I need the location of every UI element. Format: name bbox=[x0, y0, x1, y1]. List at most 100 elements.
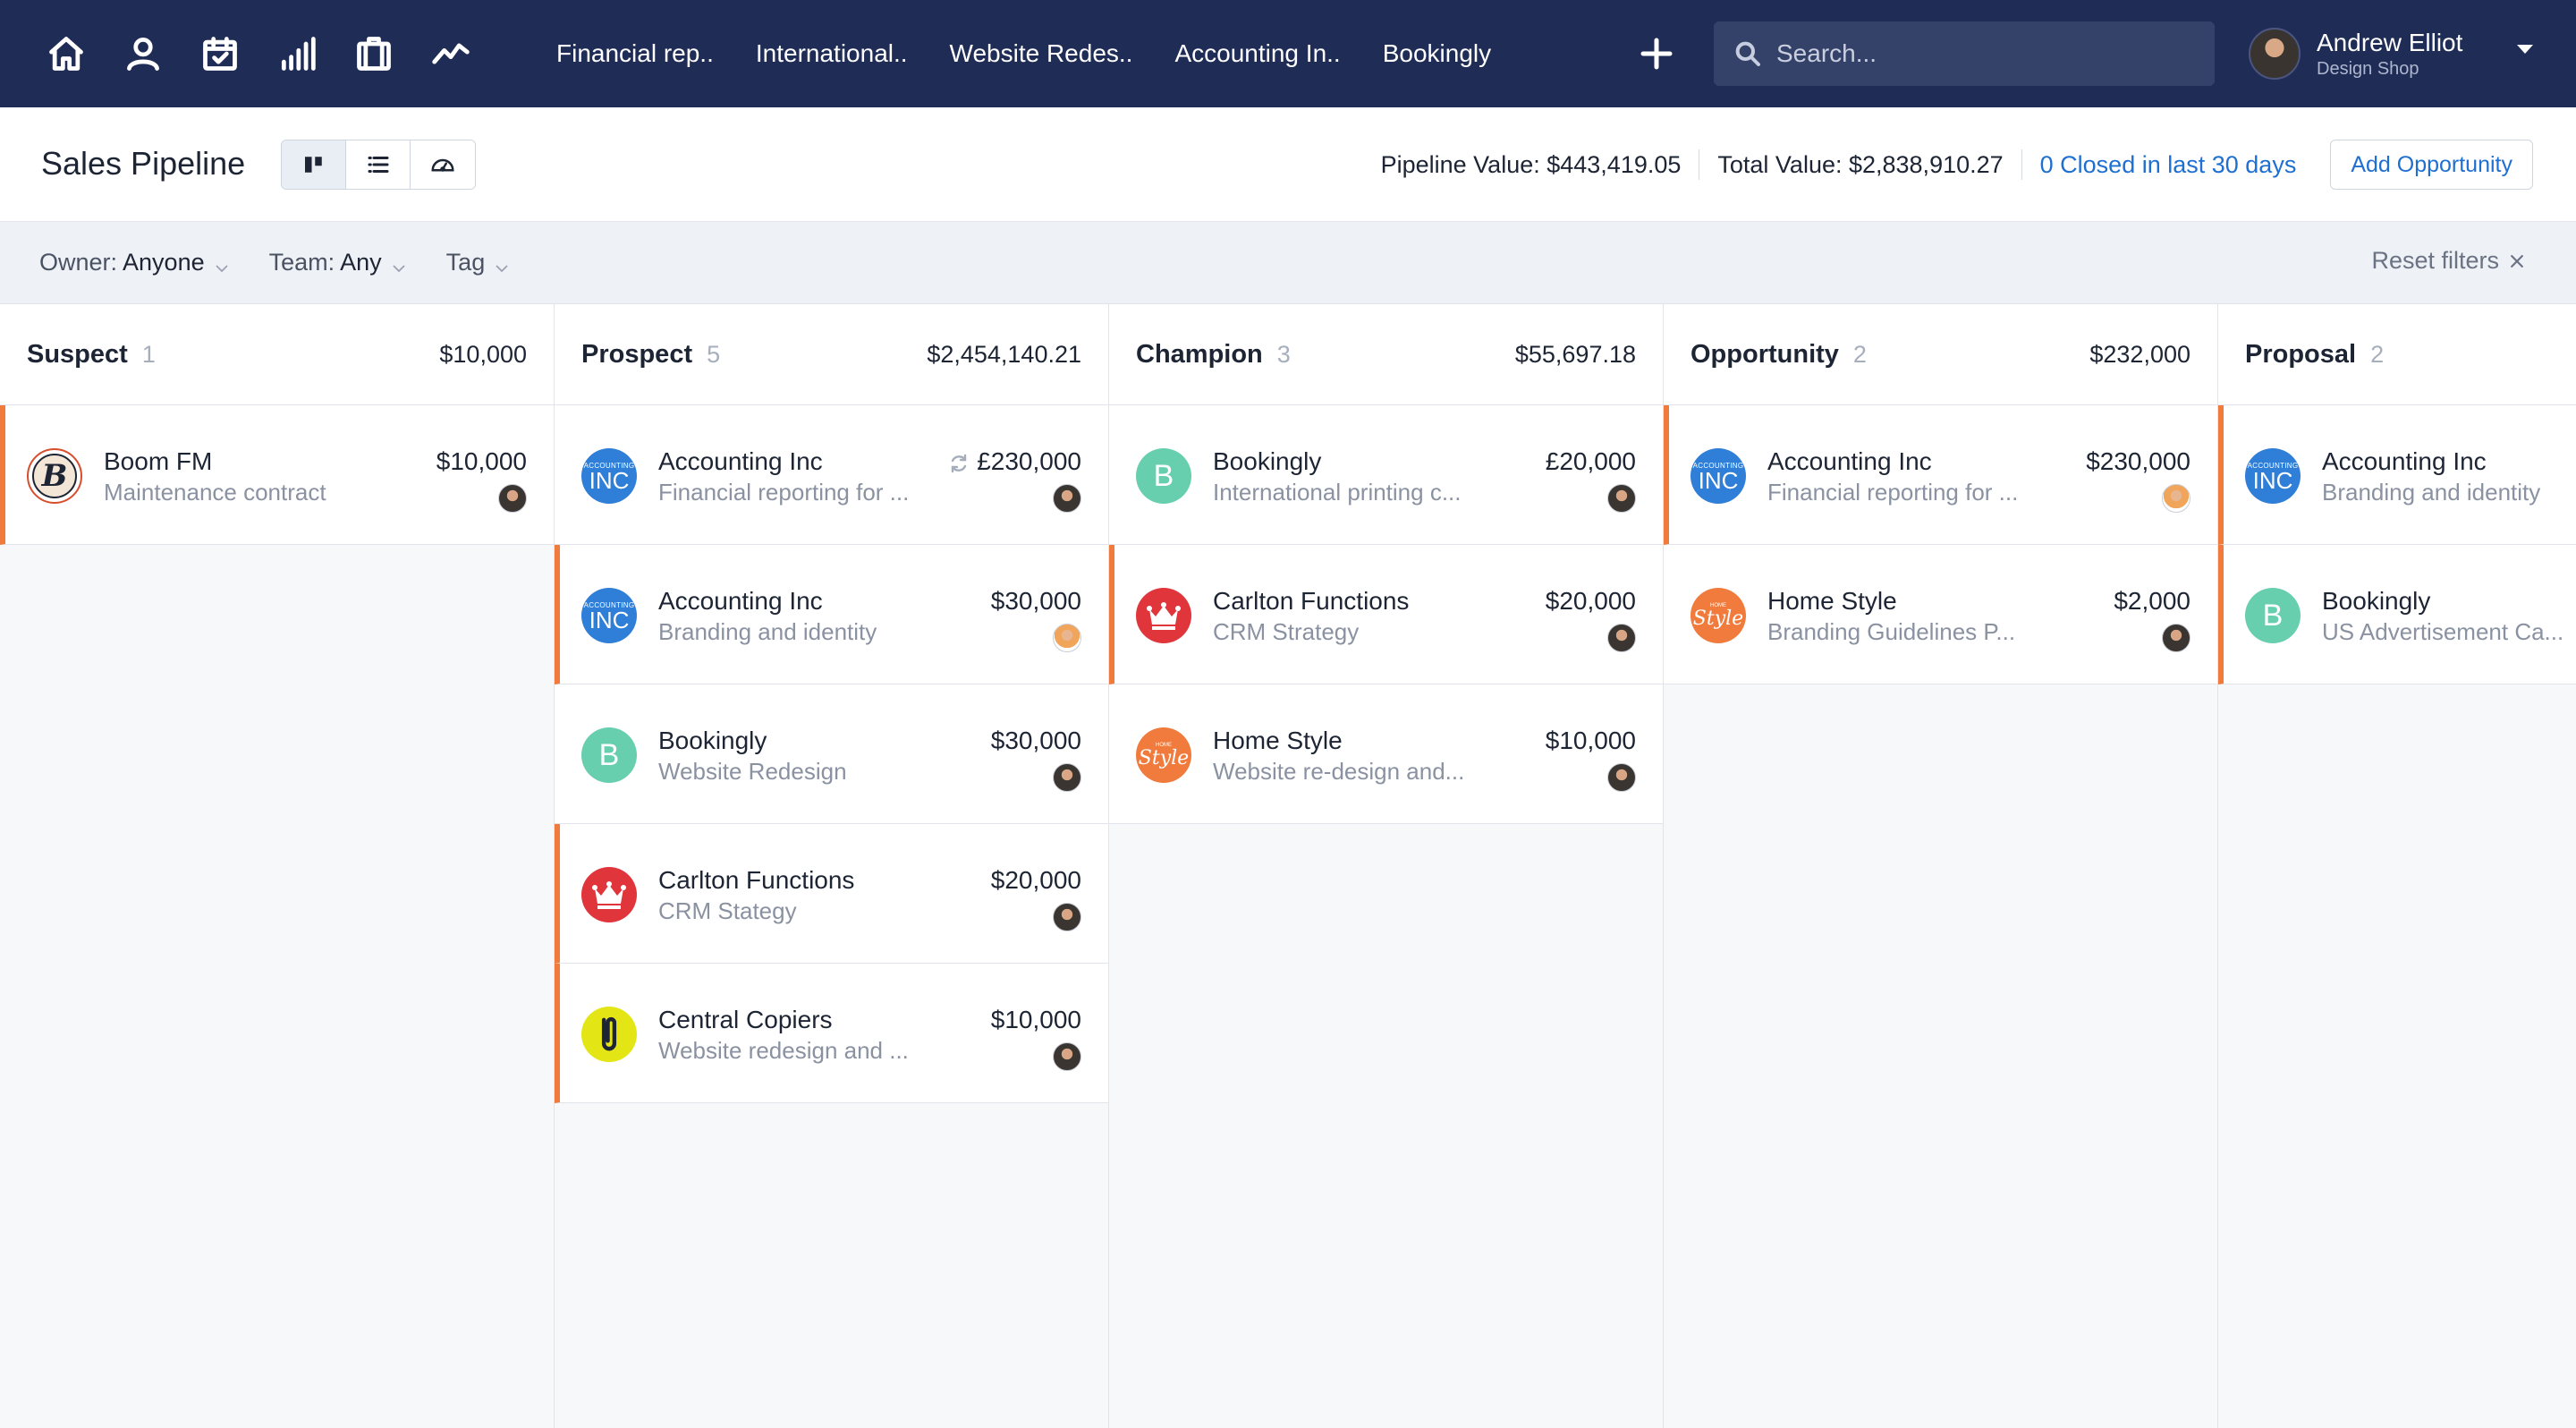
card-company: Bookingly bbox=[658, 727, 767, 754]
card-opportunity-name: International printing c... bbox=[1213, 479, 1462, 506]
card-value: $20,000 bbox=[1546, 586, 1636, 616]
logo-letter: B bbox=[598, 737, 620, 772]
nav-tab-financial-reporting[interactable]: Financial rep.. bbox=[556, 39, 714, 67]
chevron-down-icon[interactable] bbox=[2517, 45, 2533, 54]
card-company: Carlton Functions bbox=[1213, 587, 1410, 615]
opportunity-card[interactable]: ACCOUNTING INC Accounting Inc Financial rep… bbox=[555, 405, 1108, 545]
opportunity-card[interactable]: HOME Style Home Style Branding Guidelines P… bbox=[1664, 545, 2217, 684]
opportunity-card[interactable]: HOME Style Home Style Website re-design and… bbox=[1109, 684, 1663, 824]
owner-avatar bbox=[498, 484, 527, 513]
column-name: Suspect bbox=[27, 339, 128, 369]
column-header[interactable]: Prospect 5 $2,454,140.21 bbox=[555, 304, 1108, 405]
page-title: Sales Pipeline bbox=[41, 145, 246, 182]
card-opportunity-name: Branding and identity bbox=[658, 618, 877, 645]
search-input[interactable] bbox=[1776, 39, 2188, 68]
pipeline-value: Pipeline Value: $443,419.05 bbox=[1381, 149, 1700, 180]
home-icon[interactable] bbox=[41, 29, 91, 79]
card-opportunity-name: CRM Strategy bbox=[1213, 618, 1360, 645]
opportunity-card[interactable]: ACCOUNTING INC Accounting Inc Branding and … bbox=[2218, 405, 2576, 545]
owner-avatar bbox=[1607, 624, 1636, 652]
opportunity-card[interactable]: ACCOUNTING INC Accounting Inc Branding and … bbox=[555, 545, 1108, 684]
sync-icon bbox=[948, 451, 970, 473]
opportunity-card[interactable]: B Bookingly US Advertisement Ca... bbox=[2218, 545, 2576, 684]
nav-tab-website-redesign[interactable]: Website Redes.. bbox=[949, 39, 1133, 67]
column-header[interactable]: Opportunity 2 $232,000 bbox=[1664, 304, 2217, 405]
opportunity-card[interactable]: B Boom FM Maintenance contract $10,000 bbox=[0, 405, 554, 545]
add-opportunity-button[interactable]: Add Opportunity bbox=[2330, 140, 2533, 190]
column-header[interactable]: Suspect 1 $10,000 bbox=[0, 304, 554, 405]
kanban-icon bbox=[304, 157, 322, 173]
column-name: Prospect bbox=[581, 339, 693, 369]
column-total: $55,697.18 bbox=[1514, 340, 1636, 368]
user-info: Andrew Elliot Design Shop bbox=[2317, 28, 2462, 80]
card-value-amount: $20,000 bbox=[990, 866, 1081, 894]
nav-tab-accounting-inc[interactable]: Accounting In.. bbox=[1174, 39, 1341, 67]
card-company: Bookingly bbox=[1213, 447, 1322, 475]
card-value: $10,000 bbox=[436, 446, 527, 477]
card-opportunity-name: Website Redesign bbox=[658, 758, 847, 785]
signal-bars-icon[interactable] bbox=[272, 29, 322, 79]
activity-icon[interactable] bbox=[426, 29, 476, 79]
card-company: Accounting Inc bbox=[2322, 447, 2487, 475]
nav-tab-bookingly[interactable]: Bookingly bbox=[1382, 39, 1492, 67]
accounting-inc-logo: ACCOUNTING INC bbox=[2245, 448, 2301, 504]
card-value: £20,000 bbox=[1546, 446, 1636, 477]
closed-last-30-days-link[interactable]: 0 Closed in last 30 days bbox=[2039, 151, 2297, 178]
opportunity-card[interactable]: Carlton Functions CRM Strategy $20,000 bbox=[1109, 545, 1663, 684]
owner-avatar bbox=[1053, 484, 1081, 513]
add-new-button[interactable] bbox=[1633, 30, 1680, 77]
card-value-amount: £20,000 bbox=[1545, 447, 1636, 475]
opportunity-card[interactable]: Carlton Functions CRM Stategy $20,000 bbox=[555, 824, 1108, 964]
card-meta: £20,000 bbox=[1546, 446, 1636, 513]
pipeline-column-suspect: Suspect 1 $10,000 B Boom FM Maintenance contr… bbox=[0, 304, 555, 1428]
card-value-amount: $10,000 bbox=[990, 1006, 1081, 1033]
card-opportunity-name: Financial reporting for ... bbox=[658, 479, 910, 506]
gauge-icon bbox=[431, 158, 454, 172]
column-header[interactable]: Proposal 2 bbox=[2218, 304, 2576, 405]
card-meta: $2,000 bbox=[2114, 586, 2190, 652]
briefcase-icon[interactable] bbox=[349, 29, 399, 79]
card-opportunity-name: US Advertisement Ca... bbox=[2322, 618, 2564, 645]
card-value: $30,000 bbox=[991, 726, 1081, 756]
logo-text-big: INC bbox=[2252, 466, 2293, 494]
opportunity-card[interactable]: Central Copiers Website redesign and ... $… bbox=[555, 964, 1108, 1103]
column-count: 2 bbox=[1852, 340, 1867, 368]
card-value: $230,000 bbox=[2086, 446, 2190, 477]
owner-filter[interactable]: Owner: Anyone bbox=[39, 249, 230, 276]
user-organization: Design Shop bbox=[2317, 59, 2419, 79]
bookingly-logo: B bbox=[2245, 588, 2301, 643]
card-body: Accounting Inc Financial reporting for ..… bbox=[658, 446, 945, 507]
opportunity-card[interactable]: ACCOUNTING INC Accounting Inc Financial rep… bbox=[1664, 405, 2217, 545]
card-opportunity-name: Website redesign and ... bbox=[658, 1037, 909, 1064]
chevron-down-icon bbox=[391, 255, 407, 272]
opportunity-card[interactable]: B Bookingly International printing c... £20… bbox=[1109, 405, 1663, 545]
user-menu[interactable]: Andrew Elliot Design Shop bbox=[2249, 25, 2533, 82]
accounting-inc-logo: ACCOUNTING INC bbox=[1690, 448, 1746, 504]
card-value-amount: $20,000 bbox=[1545, 587, 1636, 615]
accounting-inc-logo: ACCOUNTING INC bbox=[581, 588, 637, 643]
global-search[interactable] bbox=[1714, 21, 2215, 86]
logo-text-small: ACCOUNTING bbox=[583, 461, 635, 470]
owner-avatar bbox=[1053, 903, 1081, 931]
reset-filters-label: Reset filters bbox=[2371, 247, 2499, 274]
board-view-button[interactable] bbox=[282, 140, 346, 189]
nav-tab-international[interactable]: International.. bbox=[755, 39, 908, 67]
card-company: Accounting Inc bbox=[658, 587, 823, 615]
card-value: $10,000 bbox=[991, 1005, 1081, 1035]
carlton-functions-logo bbox=[1136, 588, 1191, 643]
card-value-amount: $30,000 bbox=[990, 727, 1081, 754]
column-header[interactable]: Champion 3 $55,697.18 bbox=[1109, 304, 1663, 405]
pipeline-column-proposal: Proposal 2 ACCOUNTING INC Accounting Inc Bran… bbox=[2218, 304, 2576, 1428]
list-view-button[interactable] bbox=[346, 140, 411, 189]
bookingly-logo: B bbox=[581, 727, 637, 783]
column-total: $2,454,140.21 bbox=[927, 340, 1081, 368]
card-opportunity-name: Branding and identity bbox=[2322, 479, 2541, 506]
reset-filters-button[interactable]: Reset filters bbox=[2371, 247, 2526, 275]
close-icon bbox=[2511, 254, 2523, 268]
user-icon[interactable] bbox=[118, 29, 168, 79]
dashboard-view-button[interactable] bbox=[411, 140, 475, 189]
team-filter[interactable]: Team: Any bbox=[269, 249, 407, 276]
tag-filter[interactable]: Tag bbox=[446, 249, 511, 276]
calendar-icon[interactable] bbox=[195, 29, 245, 79]
opportunity-card[interactable]: B Bookingly Website Redesign $30,000 bbox=[555, 684, 1108, 824]
